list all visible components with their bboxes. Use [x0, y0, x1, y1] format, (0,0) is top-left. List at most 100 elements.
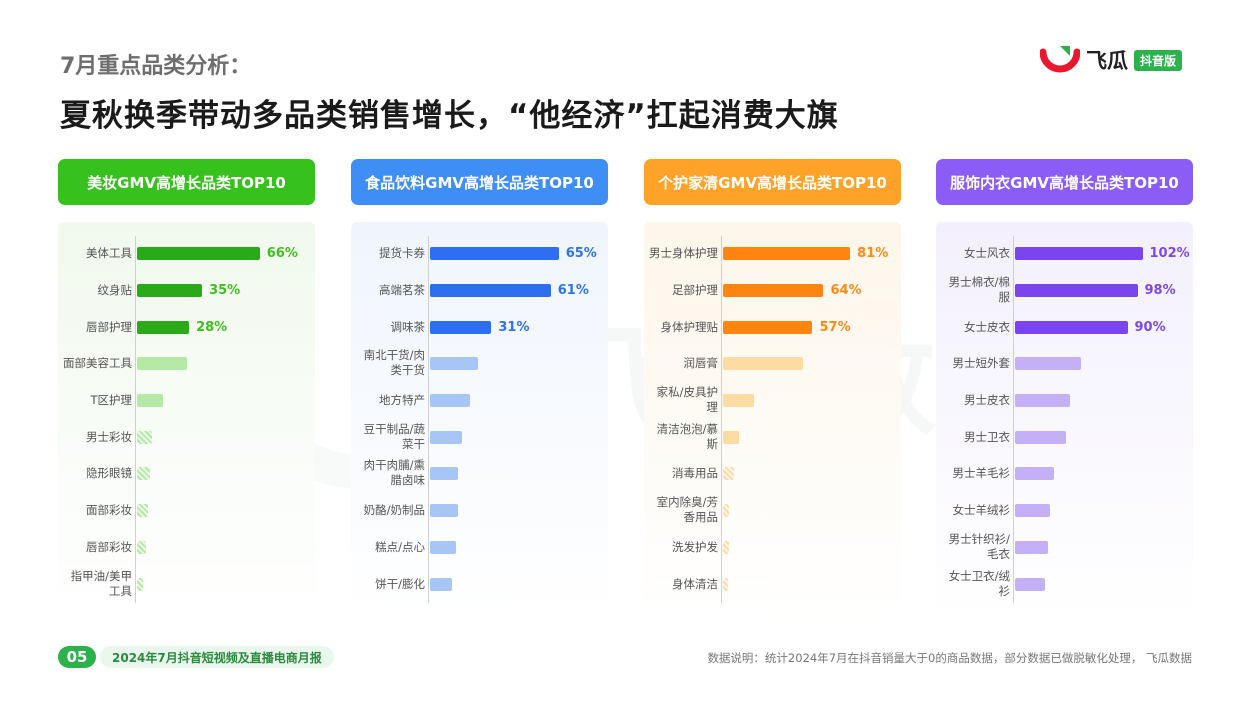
data-label: 57%: [819, 320, 851, 335]
brand-tag: 抖音版: [1134, 49, 1183, 71]
data-bar: [1015, 504, 1050, 517]
chart-axis: [428, 236, 429, 603]
data-bar: [723, 284, 824, 297]
page-subtitle: 7月重点品类分析：: [60, 54, 252, 79]
data-bar: [1015, 321, 1128, 334]
category-label: 男士羊毛衫: [952, 465, 1011, 480]
data-bar: [137, 394, 164, 407]
chart-axis: [1013, 236, 1014, 603]
category-label: 隐形眼镜: [86, 465, 132, 480]
chart-axis: [721, 236, 722, 603]
data-bar: [430, 394, 470, 407]
data-bar: [430, 578, 452, 591]
category-label: 地方特产: [379, 392, 425, 407]
data-label: 64%: [830, 283, 862, 298]
page-title: 夏秋换季带动多品类销售增长，“他经济”扛起消费大旗: [60, 98, 839, 134]
data-bar: [137, 431, 152, 444]
brand-name: 飞瓜: [1086, 49, 1128, 73]
data-bar: [723, 394, 755, 407]
data-bar: [723, 578, 728, 591]
category-label: 消毒用品: [672, 465, 718, 480]
chart-axis: [135, 236, 136, 603]
data-label: 31%: [498, 320, 530, 335]
data-bar: [1015, 394, 1070, 407]
data-bar: [430, 467, 458, 480]
data-bar: [723, 247, 851, 260]
data-bar: [137, 321, 190, 334]
data-bar: [137, 357, 188, 370]
category-label: 指甲油/美甲工具: [70, 569, 132, 598]
melon-logo-icon: [1040, 46, 1080, 73]
category-label: 女士羊绒衫: [952, 502, 1011, 517]
data-bar: [1015, 541, 1048, 554]
data-bar: [723, 357, 804, 370]
category-label: 纹身贴: [97, 282, 133, 297]
category-label: T区护理: [90, 392, 132, 407]
category-label: 室内除臭/芳香用品: [656, 495, 718, 524]
category-label: 足部护理: [672, 282, 718, 297]
chart-title: 服饰内衣GMV高增长品类TOP10: [936, 159, 1193, 205]
category-label: 肉干肉脯/熏腊卤味: [363, 458, 425, 487]
data-note: 数据说明：统计2024年7月在抖音销量大于0的商品数据，部分数据已做脱敏化处理，…: [707, 651, 1192, 665]
chart-title: 美妆GMV高增长品类TOP10: [58, 159, 315, 205]
data-label: 28%: [196, 320, 228, 335]
data-bar: [1015, 284, 1138, 297]
category-label: 糕点/点心: [375, 539, 425, 554]
data-bar: [723, 321, 813, 334]
data-label: 66%: [266, 246, 298, 261]
report-title: 2024年7月抖音短视频及直播电商月报: [100, 646, 334, 668]
chart-title: 个护家清GMV高增长品类TOP10: [644, 159, 901, 205]
data-bar: [430, 247, 559, 260]
data-bar: [430, 431, 462, 444]
data-bar: [137, 247, 260, 260]
category-label: 身体清洁: [672, 576, 718, 591]
data-bar: [1015, 467, 1054, 480]
category-label: 唇部护理: [86, 319, 132, 334]
category-label: 美体工具: [86, 245, 132, 260]
category-label: 女士皮衣: [964, 319, 1010, 334]
category-label: 高端茗茶: [379, 282, 425, 297]
data-label: 35%: [209, 283, 241, 298]
data-label: 65%: [565, 246, 597, 261]
category-label: 南北干货/肉类干货: [363, 348, 425, 377]
category-label: 家私/皮具护理: [656, 385, 718, 414]
data-bar: [1015, 578, 1045, 591]
data-label: 81%: [857, 246, 889, 261]
category-label: 奶酪/奶制品: [363, 502, 425, 517]
data-label: 90%: [1134, 320, 1166, 335]
page-number: 05: [58, 646, 96, 668]
data-bar: [430, 284, 551, 297]
data-bar: [137, 284, 203, 297]
data-label: 61%: [557, 283, 589, 298]
category-label: 女士风衣: [964, 245, 1010, 260]
data-bar: [723, 467, 734, 480]
category-label: 洗发护发: [672, 539, 718, 554]
data-bar: [430, 541, 456, 554]
category-label: 男士短外套: [952, 355, 1011, 370]
category-label: 面部彩妆: [86, 502, 132, 517]
category-label: 女士卫衣/绒衫: [948, 569, 1010, 598]
category-label: 豆干制品/蔬菜干: [363, 422, 425, 451]
category-label: 提货卡券: [379, 245, 425, 260]
data-label: 98%: [1144, 283, 1176, 298]
data-bar: [1015, 431, 1067, 444]
data-bar: [1015, 357, 1082, 370]
data-bar: [137, 504, 149, 517]
data-label: 102%: [1149, 246, 1190, 261]
brand-logo: 飞瓜 抖音版: [1040, 44, 1183, 76]
category-label: 男士皮衣: [964, 392, 1010, 407]
category-label: 唇部彩妆: [86, 539, 132, 554]
category-label: 男士棉衣/棉服: [948, 275, 1010, 304]
data-bar: [430, 321, 492, 334]
category-label: 男士彩妆: [86, 429, 132, 444]
category-label: 润唇膏: [683, 355, 719, 370]
data-bar: [430, 504, 458, 517]
category-label: 男士卫衣: [964, 429, 1010, 444]
data-bar: [723, 504, 730, 517]
data-bar: [137, 578, 143, 591]
chart-title: 食品饮料GMV高增长品类TOP10: [351, 159, 608, 205]
data-bar: [137, 541, 147, 554]
category-label: 调味茶: [390, 319, 426, 334]
category-label: 面部美容工具: [63, 355, 132, 370]
category-label: 身体护理贴: [660, 319, 719, 334]
